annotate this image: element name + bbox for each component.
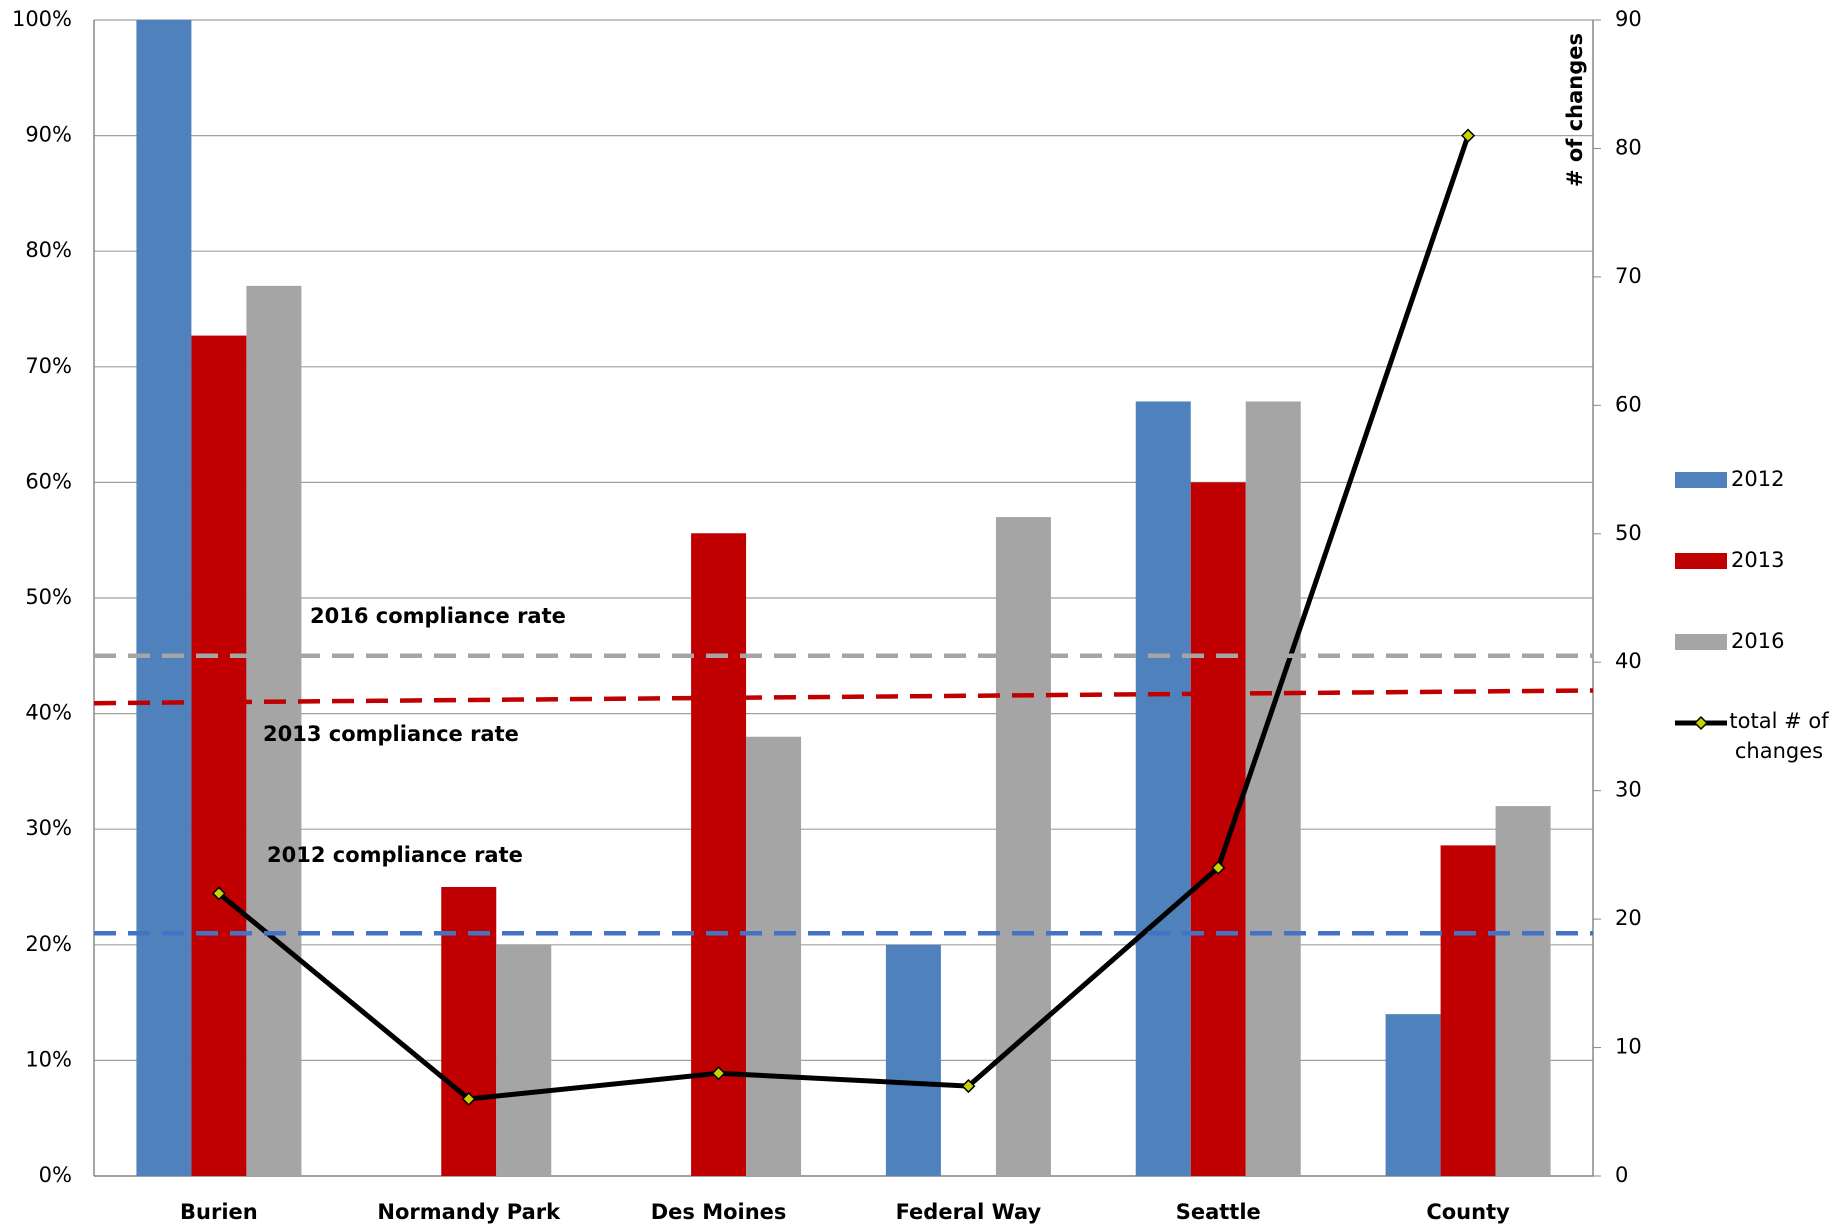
x-tick-label: Federal Way [896,1200,1042,1224]
legend-label: 2016 [1731,629,1784,653]
bar [746,736,802,1176]
bar [1245,401,1301,1177]
legend-label: total # of changes [1729,709,1829,763]
bar [246,285,302,1176]
y-tick-label: 20% [25,932,72,956]
legend-marker [1693,715,1709,731]
bar [496,944,552,1176]
y2-tick-label: 70 [1615,264,1642,288]
bar [995,517,1051,1176]
x-tick-label: Seattle [1176,1200,1261,1224]
bar [191,335,247,1176]
y-tick-label: 90% [25,123,72,147]
y2-tick-label: 50 [1615,521,1642,545]
y2-tick-label: 60 [1615,392,1642,416]
y2-tick-label: 90 [1615,7,1642,31]
reference-label: 2016 compliance rate [310,604,566,628]
marker [211,886,226,901]
y2-tick-label: 20 [1615,906,1642,930]
marker [961,1079,976,1094]
y2-tick-label: 30 [1615,778,1642,802]
bar [1135,401,1191,1177]
y2-tick-label: 40 [1615,649,1642,673]
bar [1385,1014,1441,1176]
bar [1495,806,1551,1176]
x-tick-label: Des Moines [651,1200,787,1224]
bar [136,20,192,1176]
marker [1211,860,1226,875]
bar [885,944,941,1176]
y2-axis-label: # of changes [1563,33,1587,187]
line [217,134,1471,1102]
y-tick-label: 50% [25,585,72,609]
y-tick-label: 10% [25,1047,72,1071]
y-tick-label: 100% [12,7,72,31]
legend-swatch [1675,553,1727,569]
y2-tick-label: 0 [1615,1163,1628,1187]
y-tick-label: 30% [25,816,72,840]
y2-tick-label: 10 [1615,1035,1642,1059]
x-tick-label: Normandy Park [377,1200,561,1224]
reference-line [93,688,1594,706]
y-tick-label: 60% [25,469,72,493]
marker [711,1066,726,1081]
y-tick-label: 80% [25,238,72,262]
reference-label: 2013 compliance rate [263,722,519,746]
x-tick-label: County [1426,1200,1510,1224]
y-tick-label: 40% [25,701,72,725]
bar [441,887,497,1176]
marker [1461,128,1476,143]
reference-label: 2012 compliance rate [267,843,523,867]
bar [1190,482,1246,1176]
legend-label: 2012 [1731,467,1784,491]
y-tick-label: 70% [25,354,72,378]
y-tick-label: 0% [39,1163,72,1187]
x-tick-label: Burien [180,1200,258,1224]
bar [1440,845,1496,1176]
legend-swatch [1675,472,1727,488]
legend-swatch [1675,634,1727,650]
legend-label: 2013 [1731,548,1784,572]
marker [461,1091,476,1106]
y2-tick-label: 80 [1615,135,1642,159]
